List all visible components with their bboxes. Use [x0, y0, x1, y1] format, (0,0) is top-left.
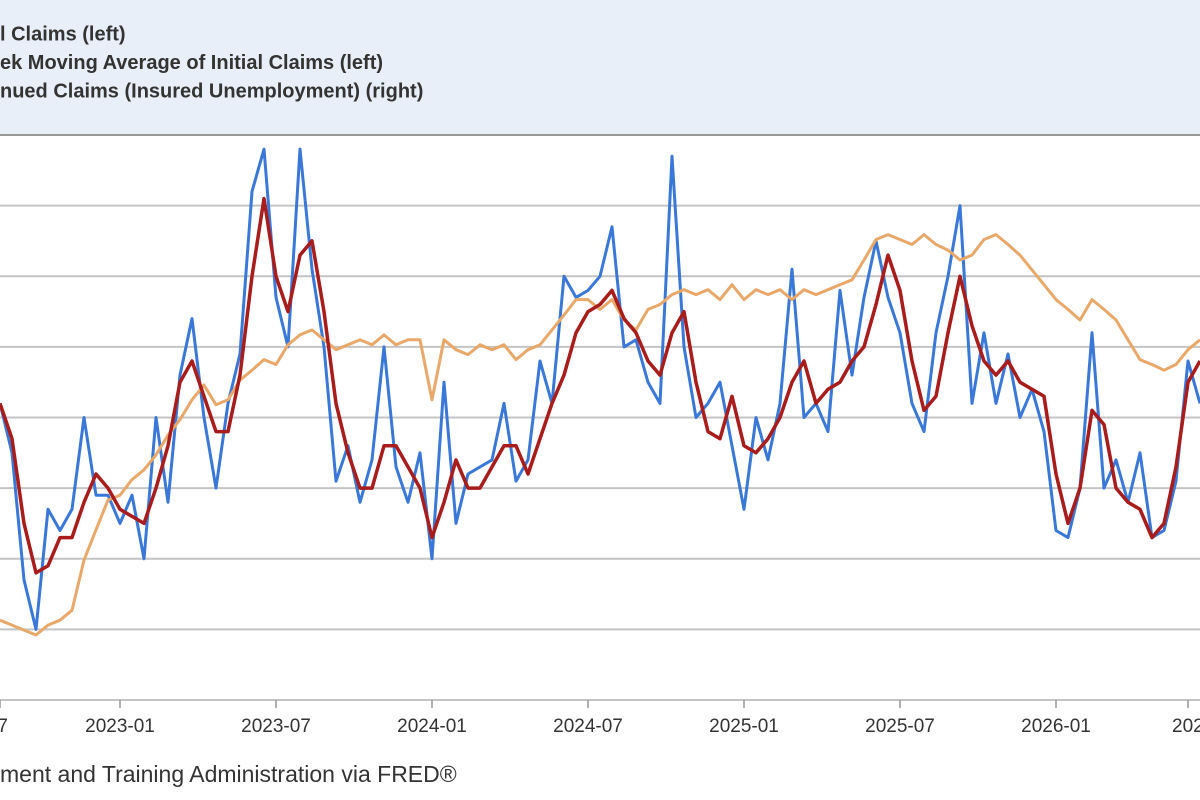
- legend-entry: nued Claims (Insured Unemployment) (righ…: [0, 80, 423, 102]
- x-tick-label: 2025-07: [865, 716, 935, 737]
- series-line: [0, 196, 1200, 575]
- x-tick-label: 2024-07: [553, 716, 623, 737]
- x-tick-label: 2023-07: [241, 716, 311, 737]
- x-tick-label: 7: [0, 716, 8, 737]
- x-tick-label: 202: [1172, 716, 1200, 737]
- legend-entry: ek Moving Average of Initial Claims (lef…: [0, 52, 383, 74]
- source-note: ment and Training Administration via FRE…: [0, 761, 457, 787]
- legend-band: [0, 0, 1200, 134]
- x-tick-label: 2025-01: [709, 716, 779, 737]
- series-line: [0, 233, 1200, 637]
- x-tick-label: 2023-01: [85, 716, 155, 737]
- legend-entry: l Claims (left): [0, 23, 126, 45]
- x-tick-label: 2024-01: [397, 716, 467, 737]
- x-tick-label: 2026-01: [1021, 716, 1091, 737]
